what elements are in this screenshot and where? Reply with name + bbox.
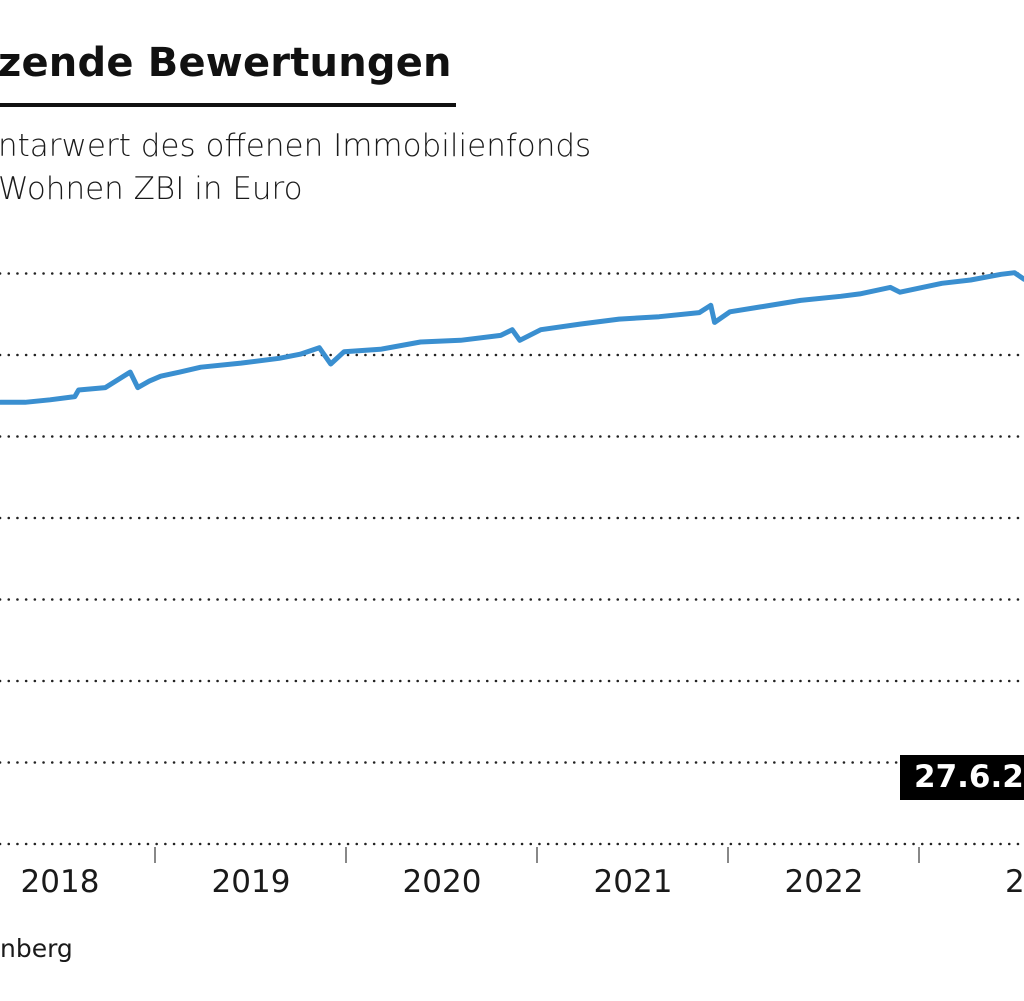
series-line — [0, 270, 1024, 405]
subtitle-line-1: ntarwert des offenen Immobilienfonds — [0, 128, 592, 164]
x-tick-label: 20 — [1005, 864, 1024, 900]
x-tick-label: 2018 — [20, 864, 100, 900]
gridlines — [0, 272, 1024, 846]
x-tick-label: 2021 — [593, 864, 673, 900]
x-axis-ticks — [154, 847, 920, 863]
chart-title: zende Bewertungen — [0, 40, 452, 86]
date-annotation: 27.6.24 — [900, 755, 1024, 800]
title-underline — [0, 103, 456, 107]
x-tick-label: 2022 — [784, 864, 864, 900]
x-tick-label: 2019 — [211, 864, 291, 900]
source-note: nberg — [0, 934, 73, 963]
x-tick-label: 2020 — [402, 864, 482, 900]
subtitle-line-2: Wohnen ZBI in Euro — [0, 171, 303, 207]
